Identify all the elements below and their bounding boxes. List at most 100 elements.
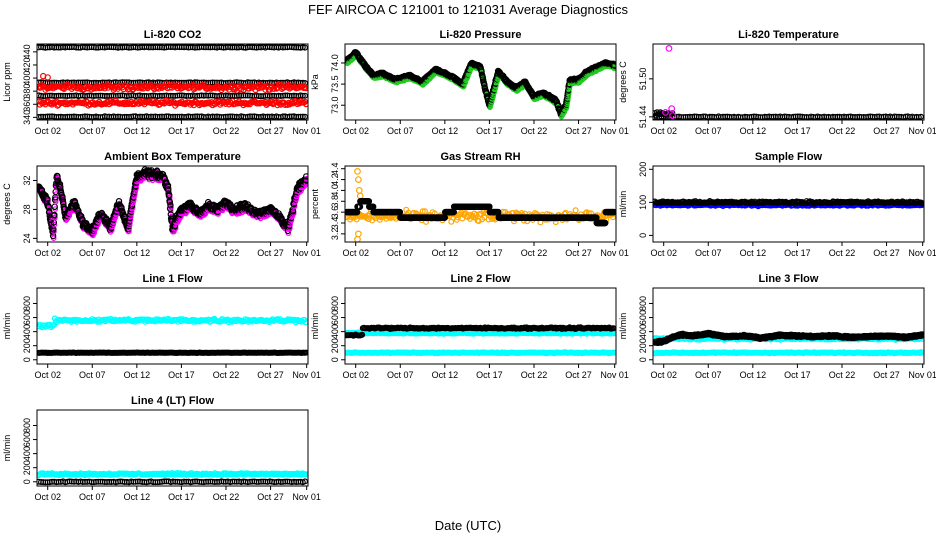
data-point bbox=[166, 198, 173, 206]
plot-area bbox=[653, 45, 924, 120]
data-point bbox=[51, 211, 58, 219]
x-tick-label: Oct 22 bbox=[213, 248, 240, 258]
data-point bbox=[299, 92, 306, 99]
x-tick-label: Oct 17 bbox=[476, 126, 503, 136]
data-point bbox=[665, 45, 673, 52]
data-point bbox=[303, 85, 308, 92]
series-pressure bbox=[345, 49, 616, 120]
x-axis: Oct 02 Oct 07 Oct 12 Oct 17 Oct 22 Oct 27 Nov … bbox=[650, 120, 936, 136]
page-title: FEF AIRCOA C 121001 to 121031 Average Di… bbox=[308, 2, 628, 17]
data-point bbox=[299, 44, 306, 51]
y-axis: 73.0 73.5 74.0 bbox=[330, 54, 345, 114]
y-axis-label: percent bbox=[310, 188, 320, 219]
y-axis-label: degrees C bbox=[618, 61, 628, 103]
y-tick-label: 400 bbox=[22, 71, 32, 86]
series-sample-high bbox=[37, 72, 308, 94]
y-axis: 24 28 32 bbox=[22, 175, 37, 243]
data-point bbox=[164, 182, 172, 189]
y-tick-label: 380 bbox=[22, 84, 32, 99]
data-point bbox=[302, 113, 308, 120]
y-tick-label: 51.50 bbox=[638, 68, 648, 91]
data-point bbox=[167, 201, 174, 209]
y-axis-label: Licor ppm bbox=[2, 62, 12, 102]
x-tick-label: Nov 01 bbox=[908, 126, 936, 136]
data-point bbox=[303, 173, 308, 180]
x-tick-label: Oct 07 bbox=[695, 126, 722, 136]
data-point bbox=[299, 79, 306, 86]
x-tick-label: Nov 01 bbox=[600, 126, 629, 136]
plot-area bbox=[345, 167, 616, 242]
y-tick-label: 360 bbox=[22, 97, 32, 112]
plot-area bbox=[37, 166, 308, 242]
series-rh bbox=[345, 198, 616, 227]
data-point bbox=[271, 85, 278, 92]
plot-area bbox=[37, 44, 308, 120]
data-point bbox=[302, 176, 308, 184]
y-tick-label: 73.5 bbox=[330, 75, 340, 93]
x-tick-label: Oct 12 bbox=[124, 248, 151, 258]
x-tick-label: Oct 07 bbox=[79, 126, 106, 136]
data-point bbox=[50, 99, 57, 106]
y-tick-label: 28 bbox=[22, 204, 32, 214]
x-tick-label: Oct 27 bbox=[565, 126, 592, 136]
y-tick-label: 420 bbox=[22, 57, 32, 72]
data-point bbox=[668, 105, 676, 112]
plot-frame bbox=[36, 43, 309, 121]
series-sample-mid bbox=[37, 92, 308, 100]
x-tick-label: Nov 01 bbox=[292, 248, 321, 258]
data-point bbox=[302, 92, 308, 99]
data-point bbox=[662, 108, 669, 116]
data-point bbox=[303, 101, 308, 108]
x-tick-label: Oct 17 bbox=[168, 126, 195, 136]
x-axis: Oct 02 Oct 07 Oct 12 Oct 17 Oct 22 Oct 27 Nov … bbox=[34, 242, 321, 258]
series-sample-low bbox=[37, 97, 308, 109]
data-point bbox=[365, 216, 372, 223]
data-point bbox=[165, 191, 173, 199]
x-tick-label: Oct 02 bbox=[342, 126, 369, 136]
series-reference-low bbox=[37, 113, 308, 120]
x-tick-label: Oct 17 bbox=[784, 126, 811, 136]
x-tick-label: Oct 12 bbox=[740, 126, 767, 136]
x-tick-label: Oct 27 bbox=[873, 126, 900, 136]
data-point bbox=[302, 44, 308, 51]
series-rh-early-spike bbox=[354, 167, 364, 242]
plot-frame bbox=[36, 165, 309, 243]
series-box-temperature bbox=[37, 166, 308, 242]
data-point bbox=[212, 98, 219, 105]
data-point bbox=[421, 208, 428, 215]
data-point bbox=[165, 186, 172, 193]
x-tick-label: Oct 02 bbox=[650, 126, 677, 136]
x-axis: Oct 02 Oct 07 Oct 12 Oct 17 Oct 22 Oct 27 Nov … bbox=[342, 120, 629, 136]
panel-title: Li-820 CO2 bbox=[144, 29, 201, 41]
panel-li-820-pressure: Li-820 Pressure kPa 73.0 73.5 74.0 Oct 02 Oct … bbox=[310, 29, 629, 136]
data-point bbox=[355, 230, 362, 238]
y-tick-label: 24 bbox=[22, 233, 32, 243]
y-tick-label: 74.0 bbox=[330, 54, 340, 72]
panel-title: Gas Stream RH bbox=[440, 151, 520, 163]
series-outliers bbox=[662, 45, 676, 119]
data-point bbox=[273, 99, 280, 106]
y-axis-label: kPa bbox=[310, 74, 320, 90]
data-point bbox=[355, 176, 362, 184]
data-point bbox=[118, 204, 125, 211]
data-point bbox=[354, 235, 361, 242]
y-tick-label: 32 bbox=[22, 175, 32, 185]
panel-title: Ambient Box Temperature bbox=[104, 151, 241, 163]
data-point bbox=[299, 113, 306, 120]
x-tick-label: Oct 27 bbox=[257, 248, 284, 258]
data-point bbox=[917, 113, 924, 120]
data-point bbox=[261, 83, 268, 90]
x-tick-label: Oct 07 bbox=[387, 126, 414, 136]
y-tick-label: 73.0 bbox=[330, 96, 340, 114]
x-tick-label: Oct 02 bbox=[34, 126, 61, 136]
x-tick-label: Oct 22 bbox=[213, 126, 240, 136]
panel-title: Li-820 Pressure bbox=[440, 29, 522, 41]
y-tick-label: 440 bbox=[22, 44, 32, 59]
data-point bbox=[611, 62, 616, 69]
